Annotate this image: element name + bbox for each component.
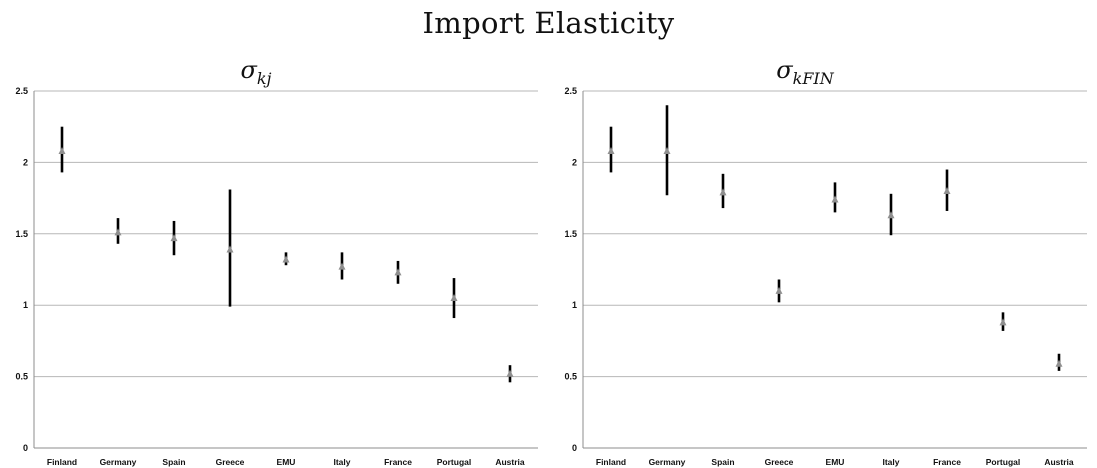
x-tick-label: Portugal	[986, 457, 1020, 467]
subplot-title: σkj	[240, 56, 271, 88]
x-tick-label: Germany	[649, 457, 686, 467]
x-tick-label: Germany	[100, 457, 137, 467]
y-tick-label: 1.5	[564, 229, 577, 239]
x-tick-label: Finland	[47, 457, 77, 467]
point-marker	[887, 211, 895, 219]
subplot-title-subscript: kFIN	[793, 69, 835, 88]
point-marker	[226, 245, 234, 253]
point-marker	[775, 286, 783, 294]
point-marker	[663, 146, 671, 154]
chart-panel-left: σkj 0 0.5 1 1.5 2 2.5 Finland Germany Spain Greece…	[15, 56, 538, 467]
y-tick-label: 0.5	[15, 372, 28, 382]
x-tick-label: Greece	[765, 457, 794, 467]
x-tick-label: EMU	[277, 457, 296, 467]
y-tick-label: 2	[23, 157, 28, 167]
point-marker	[943, 186, 951, 194]
chart-panel-right: σkFIN 0 0.5 1 1.5 2 2.5 Finland Germany Spain Gree…	[564, 56, 1087, 467]
y-tick-label: 1	[23, 300, 28, 310]
y-tick-label: 2.5	[564, 86, 577, 96]
subplot-title-symbol: σ	[240, 56, 257, 84]
y-tick-label: 0.5	[564, 372, 577, 382]
point-marker	[719, 188, 727, 196]
x-tick-label: Italy	[882, 457, 899, 467]
y-tick-label: 1	[572, 300, 577, 310]
x-tick-label: Portugal	[437, 457, 471, 467]
point-marker	[170, 234, 178, 242]
x-tick-label: Greece	[216, 457, 245, 467]
y-tick-label: 2	[572, 157, 577, 167]
point-marker	[607, 146, 615, 154]
point-marker	[831, 195, 839, 203]
point-marker	[114, 228, 122, 236]
point-marker	[450, 294, 458, 302]
y-tick-label: 0	[23, 443, 28, 453]
y-tick-label: 1.5	[15, 229, 28, 239]
point-marker	[282, 255, 290, 263]
x-tick-label: Spain	[162, 457, 185, 467]
x-tick-label: France	[933, 457, 961, 467]
y-tick-label: 2.5	[15, 86, 28, 96]
x-tick-label: EMU	[826, 457, 845, 467]
x-tick-label: France	[384, 457, 412, 467]
x-tick-label: Austria	[1044, 457, 1074, 467]
point-marker	[506, 369, 514, 377]
point-marker	[58, 146, 66, 154]
subplot-title: σkFIN	[776, 56, 835, 88]
y-tick-label: 0	[572, 443, 577, 453]
x-tick-label: Finland	[596, 457, 626, 467]
point-marker	[338, 262, 346, 270]
point-marker	[999, 318, 1007, 326]
point-marker	[1055, 359, 1063, 367]
figure-title: Import Elasticity	[422, 6, 675, 40]
x-tick-label: Austria	[495, 457, 525, 467]
subplot-title-subscript: kj	[257, 69, 272, 88]
x-tick-label: Spain	[711, 457, 734, 467]
point-marker	[394, 268, 402, 276]
x-tick-label: Italy	[333, 457, 350, 467]
subplot-title-symbol: σ	[776, 56, 793, 84]
